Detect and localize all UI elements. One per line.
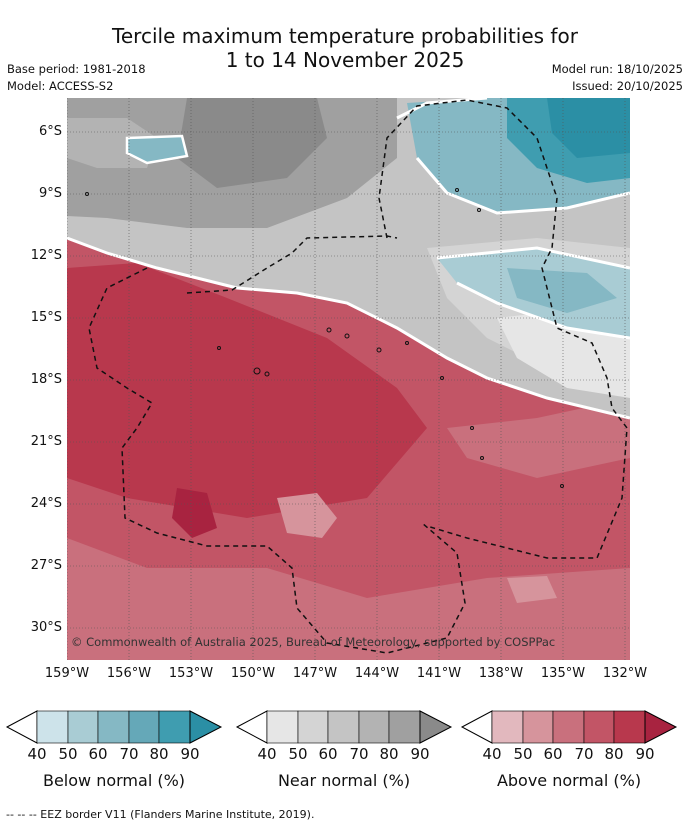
eez-borders	[88, 99, 628, 654]
near-swatch-70	[358, 710, 390, 744]
above-normal-label: Above normal (%)	[496, 771, 642, 790]
below-tick-40: 40	[27, 745, 47, 763]
above-tick-80: 80	[604, 745, 624, 763]
lon-label-144w: 144°W	[354, 666, 400, 681]
lat-label-21s: 21°S	[30, 434, 62, 449]
colorbar-near-min-arrow	[235, 710, 268, 744]
lat-label-12s: 12°S	[30, 248, 62, 263]
colorbars	[5, 710, 678, 744]
above-normal-70-south	[67, 538, 630, 660]
above-tick-50: 50	[513, 745, 533, 763]
lon-label-153w: 153°W	[168, 666, 214, 681]
model-run: Model run: 18/10/2025	[551, 62, 683, 76]
below-normal-boundary-line	[396, 98, 630, 215]
lon-label-141w: 141°W	[416, 666, 462, 681]
below-normal-90-region	[547, 98, 630, 158]
near-tick-80: 80	[379, 745, 399, 763]
near-normal-label: Near normal (%)	[277, 771, 411, 790]
lat-label-15s: 15°S	[30, 310, 62, 325]
below-swatch-80	[158, 710, 191, 744]
below-tick-90: 90	[180, 745, 200, 763]
below-tick-60: 60	[88, 745, 108, 763]
near-swatch-80	[388, 710, 421, 744]
above-tick-90: 90	[635, 745, 655, 763]
map-canvas: © Commonwealth of Australia 2025, Bureau…	[67, 98, 630, 660]
above-normal-90-patch	[172, 488, 217, 538]
near-swatch-60	[327, 710, 360, 744]
lon-label-132w: 132°W	[602, 666, 648, 681]
copyright-text: © Commonwealth of Australia 2025, Bureau…	[71, 635, 555, 649]
lon-label-138w: 138°W	[478, 666, 524, 681]
above-normal-70-band	[447, 398, 630, 478]
below-swatch-70	[128, 710, 160, 744]
colorbar-above-max-arrow	[644, 710, 678, 744]
map-title: Tercile maximum temperature probabilitie…	[0, 24, 690, 72]
colorbar-below-max-arrow	[189, 710, 223, 744]
lat-label-27s: 27°S	[30, 558, 62, 573]
colorbar-above-normal	[460, 710, 678, 744]
base-period: Base period: 1981-2018	[7, 62, 146, 76]
eez-footnote: -- -- -- EEZ border V11 (Flanders Marine…	[6, 808, 315, 821]
below-swatch-40	[36, 710, 69, 744]
lon-label-147w: 147°W	[292, 666, 338, 681]
lat-label-9s: 9°S	[38, 186, 62, 201]
below-normal-east-boundary-line	[436, 246, 630, 340]
colorbar-below-min-arrow	[5, 710, 38, 744]
above-tick-60: 60	[543, 745, 563, 763]
lon-label-135w: 135°W	[540, 666, 586, 681]
above-normal-80-region	[67, 263, 427, 518]
near-tick-50: 50	[288, 745, 308, 763]
issued-date: Issued: 20/10/2025	[572, 79, 683, 93]
tercile-boundary-line	[67, 236, 630, 420]
near-tick-70: 70	[349, 745, 369, 763]
below-normal-label: Below normal (%)	[42, 771, 186, 790]
near-tick-40: 40	[257, 745, 277, 763]
lat-label-18s: 18°S	[30, 372, 62, 387]
title-line-2: 1 to 14 November 2025	[225, 48, 465, 72]
above-swatch-40	[491, 710, 524, 744]
eez-border-west	[88, 267, 466, 654]
lat-label-24s: 24°S	[30, 496, 62, 511]
near-tick-90: 90	[410, 745, 430, 763]
below-swatch-50	[67, 710, 99, 744]
colorbar-near-normal	[235, 710, 453, 744]
lat-label-6s: 6°S	[38, 124, 62, 139]
below-normal-east-70-region	[507, 268, 617, 313]
colorbar-above-min-arrow	[460, 710, 493, 744]
above-swatch-60	[552, 710, 585, 744]
above-swatch-50	[522, 710, 554, 744]
graticule	[67, 98, 630, 660]
model-name: Model: ACCESS-S2	[7, 79, 114, 93]
above-tick-40: 40	[482, 745, 502, 763]
title-line-1: Tercile maximum temperature probabilitie…	[112, 24, 578, 48]
above-swatch-70	[583, 710, 615, 744]
probability-map: © Commonwealth of Australia 2025, Bureau…	[67, 98, 630, 660]
above-normal-50-south-patch	[507, 576, 557, 603]
below-normal-west-patch	[127, 136, 187, 163]
below-normal-west-boundary-line	[125, 134, 189, 165]
colorbar-below-normal	[5, 710, 223, 744]
colorbar-near-max-arrow	[419, 710, 453, 744]
below-tick-80: 80	[149, 745, 169, 763]
lon-label-159w: 159°W	[44, 666, 90, 681]
near-swatch-40	[266, 710, 299, 744]
above-swatch-80	[613, 710, 646, 744]
lat-label-30s: 30°S	[30, 620, 62, 635]
below-tick-70: 70	[119, 745, 139, 763]
below-tick-50: 50	[58, 745, 78, 763]
near-normal-90-region	[177, 98, 327, 188]
lon-label-156w: 156°W	[106, 666, 152, 681]
above-tick-70: 70	[574, 745, 594, 763]
below-swatch-60	[97, 710, 130, 744]
lon-label-150w: 150°W	[230, 666, 276, 681]
near-swatch-50	[297, 710, 329, 744]
eez-border-east	[378, 99, 628, 559]
islands	[85, 188, 564, 488]
near-tick-60: 60	[318, 745, 338, 763]
